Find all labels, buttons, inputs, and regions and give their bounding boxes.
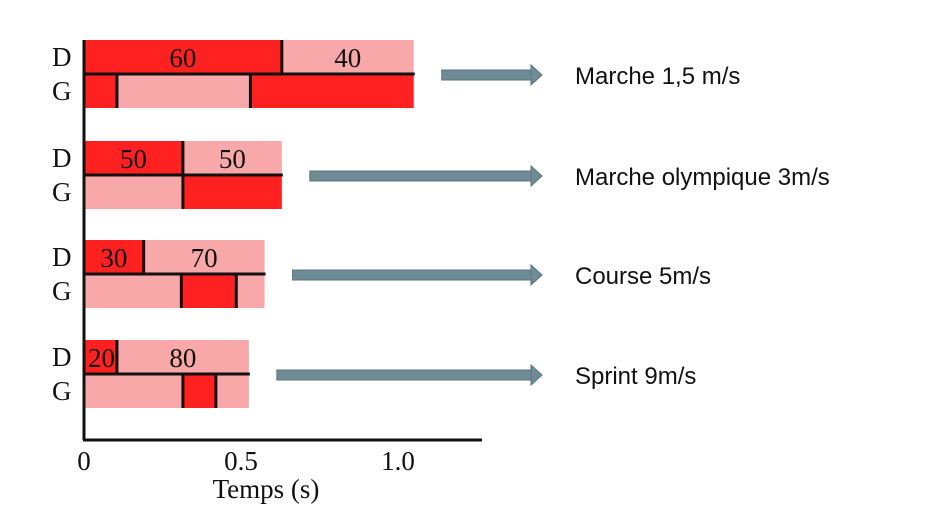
gait-block-3: 30 70 DG	[52, 240, 266, 308]
gait-label: Course 5m/s	[575, 263, 711, 290]
gait-label: Marche 1,5 m/s	[575, 63, 740, 90]
left-stance-bar	[181, 274, 237, 308]
left-swing-bar	[84, 374, 249, 408]
right-foot-label: D	[52, 242, 72, 272]
right-stance-bar	[84, 240, 144, 274]
gait-label: Marche olympique 3m/s	[575, 164, 830, 191]
stance-percent-label: 20	[88, 343, 115, 373]
arrow-shaft	[309, 170, 533, 182]
right-foot-label: D	[52, 42, 72, 72]
arrow-shaft	[441, 69, 533, 81]
right-stance-bar	[84, 40, 282, 74]
arrow-shaft	[292, 269, 533, 281]
x-tick-labels: 0 0.5 1.0	[77, 446, 415, 476]
gait-block-4: 20 80 DG	[52, 340, 250, 408]
x-axis-label: Temps (s)	[213, 474, 320, 504]
right-foot-label: D	[52, 143, 72, 173]
swing-percent-label: 50	[219, 144, 246, 174]
arrow-head	[530, 164, 543, 188]
arrow-head	[530, 63, 543, 87]
axes	[82, 40, 482, 442]
swing-percent-label: 40	[334, 43, 361, 73]
arrow-icon	[292, 263, 543, 287]
left-foot-label: G	[52, 177, 72, 207]
stance-percent-label: 30	[100, 243, 127, 273]
right-stance-bar	[84, 141, 183, 175]
arrow-head	[530, 363, 543, 387]
swing-percent-label: 80	[169, 343, 196, 373]
left-foot-label: G	[52, 76, 72, 106]
x-tick-label: 1.0	[381, 446, 415, 476]
x-tick-label: 0	[77, 446, 91, 476]
swing-percent-label: 70	[191, 243, 218, 273]
stance-percent-label: 50	[120, 144, 147, 174]
arrow-head	[530, 263, 543, 287]
gait-label: Sprint 9m/s	[575, 363, 696, 390]
left-foot-label: G	[52, 276, 72, 306]
left-stance-bar	[182, 175, 282, 209]
arrow-icon	[276, 363, 543, 387]
arrow-icon	[441, 63, 543, 87]
x-tick-label: 0.5	[224, 446, 258, 476]
stance-percent-label: 60	[169, 43, 196, 73]
left-stance-bar	[182, 374, 216, 408]
left-stance-bar	[84, 74, 117, 108]
right-stance-bar	[84, 340, 117, 374]
arrow-icon	[309, 164, 543, 188]
left-foot-label: G	[52, 376, 72, 406]
gait-labels: Marche 1,5 m/s Marche olympique 3m/s Cours…	[276, 63, 830, 390]
gait-block-1: 60 40 DG	[52, 40, 415, 108]
gait-block-2: 50 50 DG	[52, 141, 283, 209]
arrow-shaft	[276, 369, 533, 381]
left-stance-bar	[250, 74, 414, 108]
right-foot-label: D	[52, 342, 72, 372]
